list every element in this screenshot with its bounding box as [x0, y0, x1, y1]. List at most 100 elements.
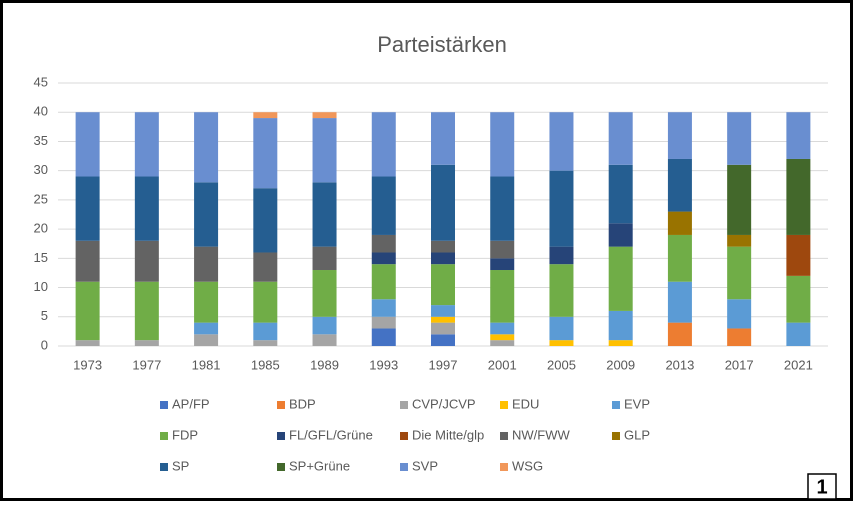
legend-label: NW/FWW [512, 427, 570, 442]
bar-segment [194, 182, 219, 247]
legend-label: SP+Grüne [289, 458, 350, 473]
bar-segment [608, 340, 633, 346]
bar-segment [253, 118, 278, 189]
bar-segment [786, 275, 811, 323]
bar-segment [312, 118, 337, 183]
bar-segment [667, 211, 692, 235]
bar-segment [667, 112, 692, 159]
legend-swatch [277, 401, 285, 409]
bar-segment [786, 158, 811, 235]
bar-segment [786, 234, 811, 276]
bar-segment [549, 112, 574, 171]
badge-box [807, 473, 837, 500]
x-tick-label: 1997 [429, 357, 458, 372]
legend-label: GLP [624, 427, 650, 442]
x-tick-label: 1989 [310, 357, 339, 372]
bar-segment [727, 299, 752, 329]
bar-segment [727, 246, 752, 300]
y-tick-label: 35 [34, 133, 48, 148]
bar-segment [490, 340, 515, 346]
bar-segment [253, 112, 278, 119]
bar-segment [549, 246, 574, 265]
legend-swatch [500, 432, 508, 440]
x-tick-label: 2005 [547, 357, 576, 372]
bar-segment [431, 316, 455, 323]
bar-segment [253, 252, 278, 282]
bar-segment [312, 334, 337, 346]
bar-segment [75, 340, 100, 346]
bar-segment [431, 252, 455, 265]
legend-swatch [400, 432, 408, 440]
bar-segment [134, 240, 159, 282]
legend-label: CVP/JCVP [412, 396, 476, 411]
bar-segment [371, 299, 396, 317]
legend-swatch [160, 432, 168, 440]
bar-segment [134, 281, 159, 341]
legend-swatch [160, 463, 168, 471]
bar-segment [490, 322, 515, 335]
bar-segment [786, 112, 811, 159]
bar-segment [371, 328, 396, 346]
y-tick-label: 5 [41, 308, 48, 323]
legend-label: Die Mitte/glp [412, 427, 484, 442]
x-tick-label: 1993 [369, 357, 398, 372]
legend-swatch [612, 432, 620, 440]
bar-segment [431, 322, 455, 335]
bar-segment [431, 112, 455, 165]
bar-segment [253, 281, 278, 323]
bar-segment [312, 316, 337, 335]
chart-title: Parteistärken [377, 32, 507, 57]
bar-segment [371, 264, 396, 300]
bar-segment [431, 240, 455, 253]
bar-segment [490, 258, 515, 271]
legend-label: FDP [172, 427, 198, 442]
bar-segment [549, 340, 574, 346]
bar-segment [667, 281, 692, 323]
x-tick-label: 2017 [725, 357, 754, 372]
y-tick-label: 0 [41, 337, 48, 352]
bar-segment [786, 322, 811, 346]
bar-segment [134, 340, 159, 346]
bar-segment [727, 164, 752, 235]
bar-segment [312, 182, 337, 247]
bar-segment [75, 240, 100, 282]
x-tick-label: 1985 [251, 357, 280, 372]
x-tick-label: 2013 [665, 357, 694, 372]
legend-swatch [160, 401, 168, 409]
bar-segment [608, 112, 633, 165]
bar-segment [312, 270, 337, 317]
bar-segment [431, 164, 455, 241]
legend-label: FL/GFL/Grüne [289, 427, 373, 442]
bar-segment [727, 234, 752, 247]
bar-segment [549, 170, 574, 247]
bar-segment [431, 334, 455, 346]
legend-label: BDP [289, 396, 316, 411]
bar-segment [194, 281, 219, 323]
bar-segment [312, 246, 337, 271]
y-tick-label: 25 [34, 191, 48, 206]
x-tick-label: 1977 [132, 357, 161, 372]
bar-segment [194, 322, 219, 335]
bar-segment [608, 164, 633, 224]
x-tick-label: 2009 [606, 357, 635, 372]
legend-swatch [612, 401, 620, 409]
x-tick-label: 2021 [784, 357, 813, 372]
x-tick-label: 2001 [488, 357, 517, 372]
bar-segment [253, 340, 278, 346]
bar-segment [75, 281, 100, 341]
bar-segment [194, 112, 219, 183]
bar-segment [371, 316, 396, 329]
legend-label: EDU [512, 396, 539, 411]
bar-segment [667, 158, 692, 212]
x-tick-label: 1981 [192, 357, 221, 372]
bar-segment [431, 264, 455, 306]
x-tick-label: 1973 [73, 357, 102, 372]
bar-segment [608, 310, 633, 341]
bar-segment [194, 334, 219, 346]
y-tick-label: 10 [34, 279, 48, 294]
bar-segment [75, 112, 100, 177]
bar-segment [371, 252, 396, 265]
bar-segment [549, 316, 574, 341]
